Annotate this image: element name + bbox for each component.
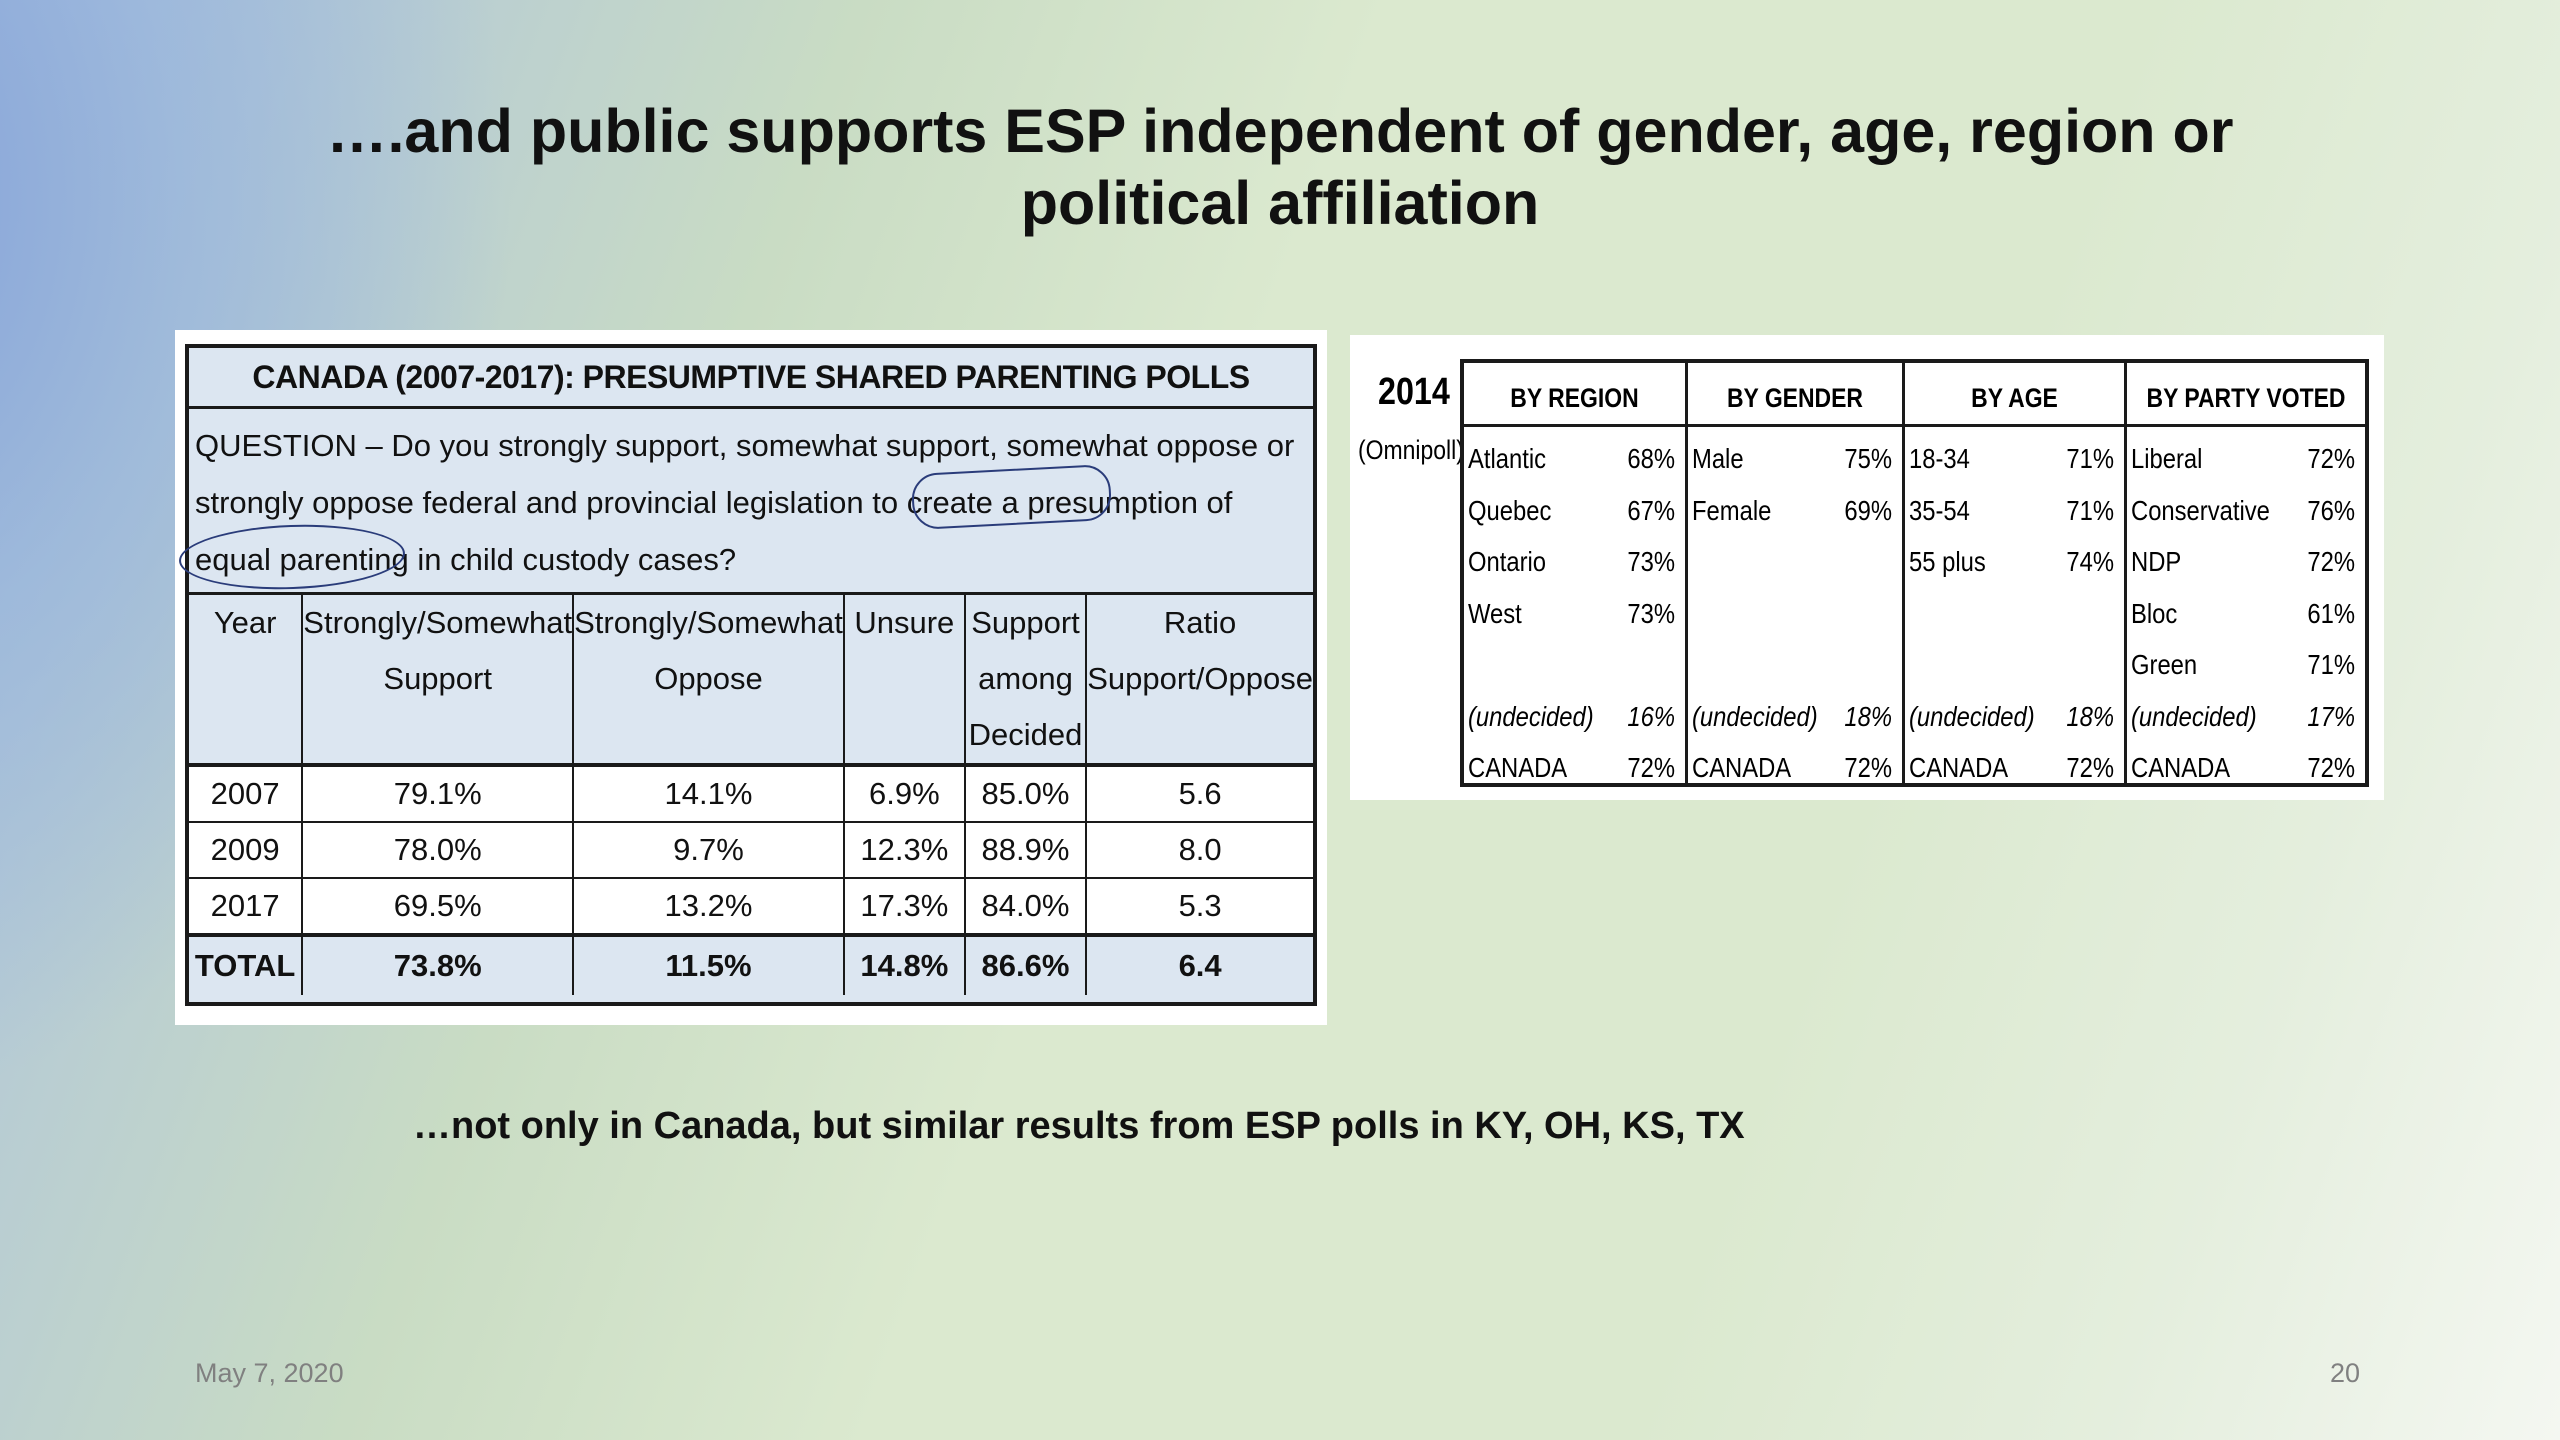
list-item: 55 plus 74% bbox=[1909, 546, 2114, 577]
question-line-3: equal parenting in child custody cases? bbox=[195, 531, 1307, 588]
question-highlight: equal parenting bbox=[195, 542, 418, 577]
question-line-1: QUESTION – Do you strongly support, some… bbox=[195, 428, 1295, 463]
cell-decided: 86.6% bbox=[964, 935, 1088, 995]
slide-title-line1: ….and public supports ESP independent of… bbox=[326, 97, 2234, 165]
table-row: 2007 79.1% 14.1% 6.9% 85.0% 5.6 bbox=[189, 765, 1313, 823]
list-item: West 73% bbox=[1468, 598, 1675, 629]
canada-total-row: CANADA 72% bbox=[2131, 752, 2355, 783]
cell-ratio: 6.4 bbox=[1086, 935, 1313, 995]
slide-page-number: 20 bbox=[2330, 1358, 2361, 1388]
undecided-row: (undecided) 18% bbox=[1909, 701, 2114, 732]
list-item: 18-34 71% bbox=[1909, 443, 2114, 474]
cell-ratio: 8.0 bbox=[1086, 822, 1313, 879]
header-unsure: Unsure bbox=[843, 595, 966, 765]
canada-polls-table: CANADA (2007-2017): PRESUMPTIVE SHARED P… bbox=[177, 344, 1317, 1006]
header-decided: Support among Decided bbox=[964, 595, 1088, 765]
header-year: Year bbox=[189, 595, 304, 765]
table-title: CANADA (2007-2017): PRESUMPTIVE SHARED P… bbox=[189, 348, 1313, 409]
undecided-row: (undecided) 18% bbox=[1692, 701, 1892, 732]
cell-oppose: 11.5% bbox=[573, 935, 845, 995]
canada-total-row: CANADA 72% bbox=[1692, 752, 1892, 783]
region-column: BY REGION Atlantic 68% Quebec 67% Ontario 7… bbox=[1464, 363, 1685, 783]
party-column: BY PARTY VOTED Liberal 72% Conservative 76… bbox=[2124, 363, 2365, 783]
cell-unsure: 12.3% bbox=[843, 822, 966, 879]
undecided-row: (undecided) 16% bbox=[1468, 701, 1675, 732]
cell-year: 2007 bbox=[189, 765, 304, 823]
question-highlight: presumption of bbox=[1027, 485, 1233, 520]
header-ratio: Ratio Support/Oppose bbox=[1087, 605, 1313, 696]
cell-year: 2017 bbox=[189, 878, 304, 937]
cell-oppose: 9.7% bbox=[573, 822, 845, 879]
cell-decided: 88.9% bbox=[964, 822, 1088, 879]
header-row: Year Strongly/Somewhat Support Strongly/S… bbox=[189, 595, 1313, 765]
total-row: TOTAL 73.8% 11.5% 14.8% 86.6% 6.4 bbox=[189, 935, 1313, 995]
list-item: Green 71% bbox=[2131, 649, 2355, 680]
cell-unsure: 17.3% bbox=[843, 878, 966, 937]
list-item: Ontario 73% bbox=[1468, 546, 1675, 577]
cell-support: 78.0% bbox=[302, 822, 575, 879]
question-line-2: strongly oppose federal and provincial l… bbox=[195, 474, 1307, 531]
header-support: Strongly/Somewhat Support bbox=[302, 595, 575, 765]
cell-ratio: 5.6 bbox=[1086, 765, 1313, 823]
canada-total-row: CANADA 72% bbox=[1909, 752, 2114, 783]
gender-column: BY GENDER Male 75% Female 69% (undecided) 1… bbox=[1685, 363, 1902, 783]
list-item: Conservative 76% bbox=[2131, 495, 2355, 526]
gender-header: BY GENDER bbox=[1726, 383, 1864, 413]
demographics-header-row bbox=[1464, 363, 2365, 427]
poll-question: QUESTION – Do you strongly support, some… bbox=[177, 409, 1313, 595]
cell-support: 73.8% bbox=[302, 935, 575, 995]
canada-total-row: CANADA 72% bbox=[1468, 752, 1675, 783]
slide-date: May 7, 2020 bbox=[195, 1358, 344, 1388]
slide-footnote: …not only in Canada, but similar results… bbox=[413, 1105, 1745, 1147]
list-item: Female 69% bbox=[1692, 495, 1892, 526]
poll-year: 2014 bbox=[1378, 371, 1450, 413]
poll-source: (Omnipoll) bbox=[1358, 435, 1464, 465]
list-item: NDP 72% bbox=[2131, 546, 2355, 577]
list-item: Atlantic 68% bbox=[1468, 443, 1675, 474]
undecided-row: (undecided) 17% bbox=[2131, 701, 2355, 732]
cell-year: TOTAL bbox=[189, 935, 304, 995]
header-oppose: Strongly/Somewhat Oppose bbox=[573, 595, 845, 765]
cell-decided: 85.0% bbox=[964, 765, 1088, 823]
demographics-table-image: 2014 (Omnipoll) BY REGION Atlantic 68% Qu… bbox=[1350, 335, 2384, 800]
table-row: 2017 69.5% 13.2% 17.3% 84.0% 5.3 bbox=[189, 878, 1313, 937]
region-header: BY REGION bbox=[1510, 383, 1639, 413]
question-text: in child custody cases? bbox=[417, 542, 737, 577]
slide-title: ….and public supports ESP independent of… bbox=[180, 95, 2380, 239]
cell-unsure: 14.8% bbox=[843, 935, 966, 995]
cell-support: 69.5% bbox=[302, 878, 575, 937]
question-text: strongly oppose federal and provincial l… bbox=[195, 485, 1028, 520]
age-column: BY AGE 18-34 71% 35-54 71% 55 plus 74% (und… bbox=[1902, 363, 2124, 783]
list-item: Bloc 61% bbox=[2131, 598, 2355, 629]
list-item: Quebec 67% bbox=[1468, 495, 1675, 526]
poll-results-grid: Year Strongly/Somewhat Support Strongly/S… bbox=[189, 595, 1313, 995]
party-header: BY PARTY VOTED bbox=[2146, 383, 2346, 413]
canada-polls-table-image: CANADA (2007-2017): PRESUMPTIVE SHARED P… bbox=[175, 330, 1327, 1025]
list-item: Liberal 72% bbox=[2131, 443, 2355, 474]
slide-title-line2: political affiliation bbox=[1020, 169, 1540, 237]
cell-ratio: 5.3 bbox=[1086, 878, 1313, 937]
cell-unsure: 6.9% bbox=[843, 765, 966, 823]
demographics-table: BY REGION Atlantic 68% Quebec 67% Ontario 7… bbox=[1460, 359, 2369, 787]
cell-oppose: 13.2% bbox=[573, 878, 845, 937]
cell-oppose: 14.1% bbox=[573, 765, 845, 823]
table-row: 2009 78.0% 9.7% 12.3% 88.9% 8.0 bbox=[189, 822, 1313, 879]
cell-decided: 84.0% bbox=[964, 878, 1088, 937]
cell-year: 2009 bbox=[189, 822, 304, 879]
age-header: BY AGE bbox=[1971, 383, 2058, 413]
cell-support: 79.1% bbox=[302, 765, 575, 823]
list-item: 35-54 71% bbox=[1909, 495, 2114, 526]
list-item: Male 75% bbox=[1692, 443, 1892, 474]
handwritten-circle bbox=[910, 463, 1113, 531]
